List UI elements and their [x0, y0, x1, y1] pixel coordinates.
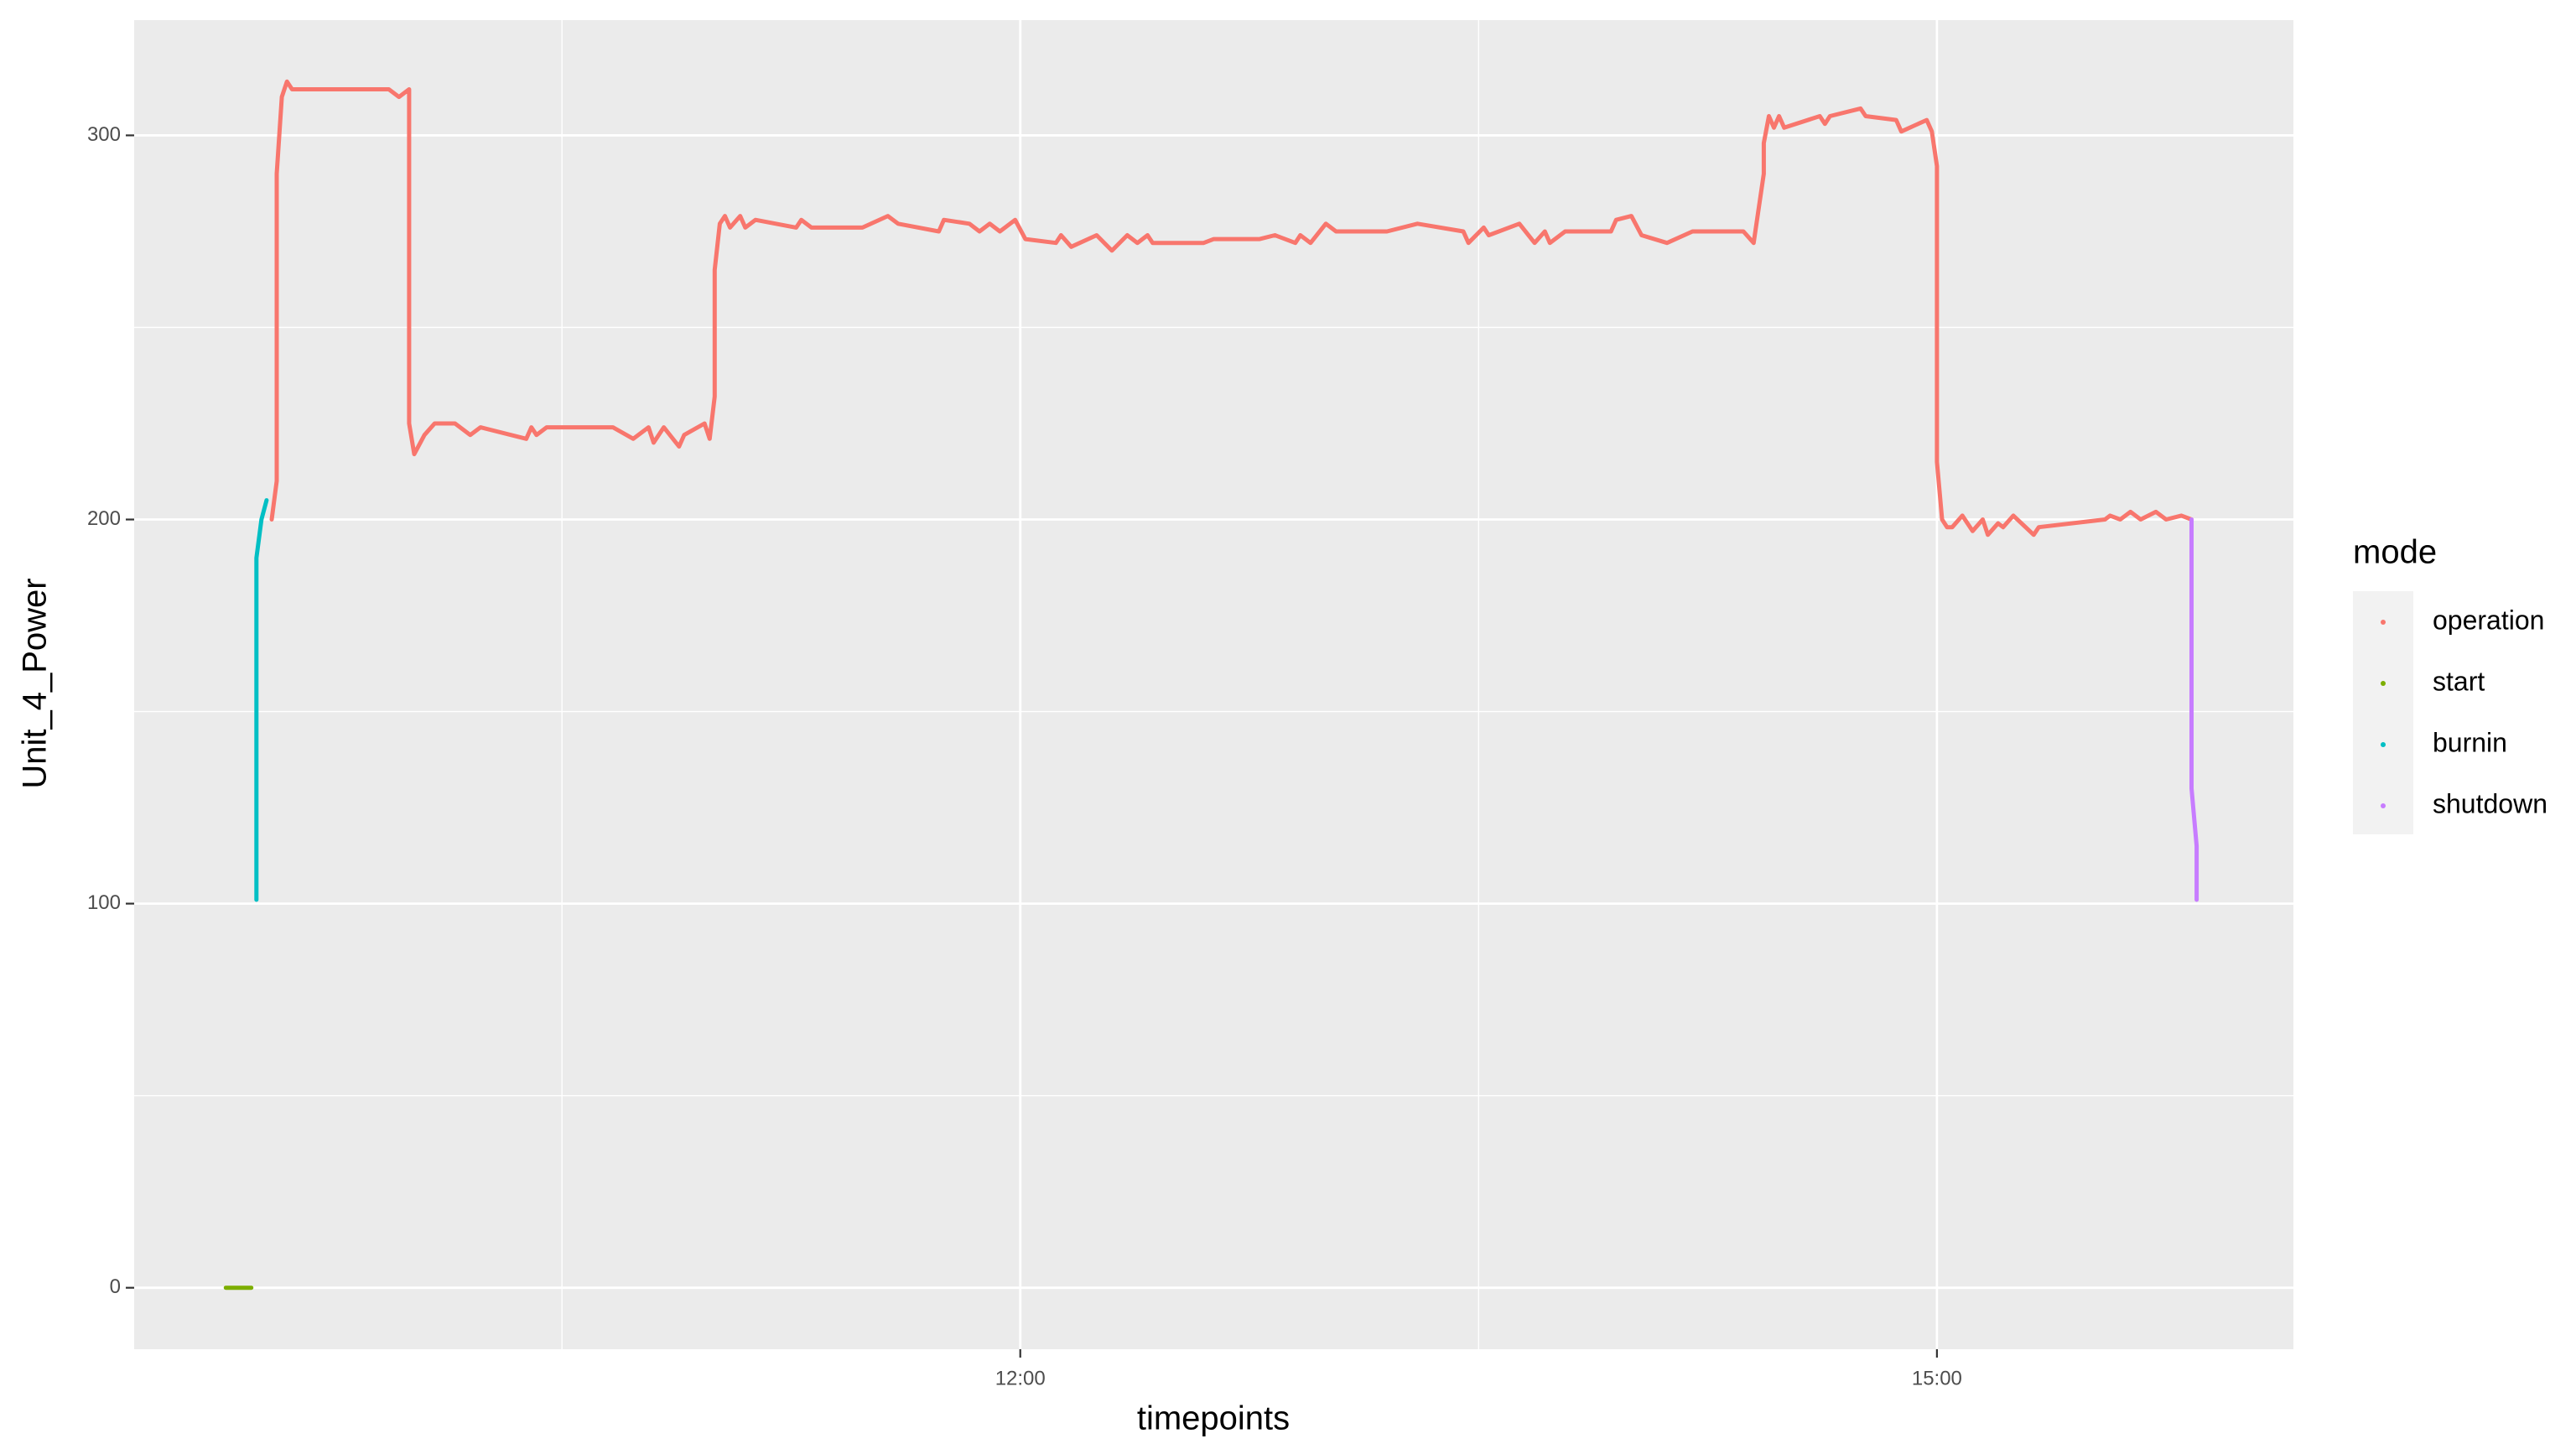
legend: operation start burnin shutdown	[2353, 591, 2547, 834]
legend-label: shutdown	[2433, 788, 2547, 818]
legend-key	[2381, 681, 2386, 686]
y-axis-title: Unit_4_Power	[17, 578, 54, 788]
y-tick-label: 100	[87, 891, 121, 914]
legend-label: burnin	[2433, 727, 2507, 757]
legend-label: operation	[2433, 605, 2544, 635]
legend-key	[2381, 742, 2386, 747]
y-tick-label: 200	[87, 507, 121, 530]
legend-key	[2381, 803, 2386, 808]
y-tick-label: 0	[110, 1275, 121, 1298]
x-tick-label: 15:00	[1912, 1367, 1962, 1389]
series-line	[254, 498, 269, 902]
y-tick-label: 300	[87, 123, 121, 146]
series-line	[2189, 517, 2199, 902]
x-axis-title: timepoints	[1137, 1400, 1290, 1437]
legend-title: mode	[2353, 534, 2437, 571]
marks	[223, 79, 2199, 1291]
x-tick-label: 12:00	[995, 1367, 1046, 1389]
legend-key-background	[2353, 591, 2413, 834]
axes: 0 100 200 300 12:00 15:00	[87, 123, 1962, 1390]
plot-panel	[134, 20, 2293, 1349]
legend-key	[2381, 620, 2386, 625]
legend-label: start	[2433, 666, 2485, 696]
series-line	[269, 79, 2194, 538]
